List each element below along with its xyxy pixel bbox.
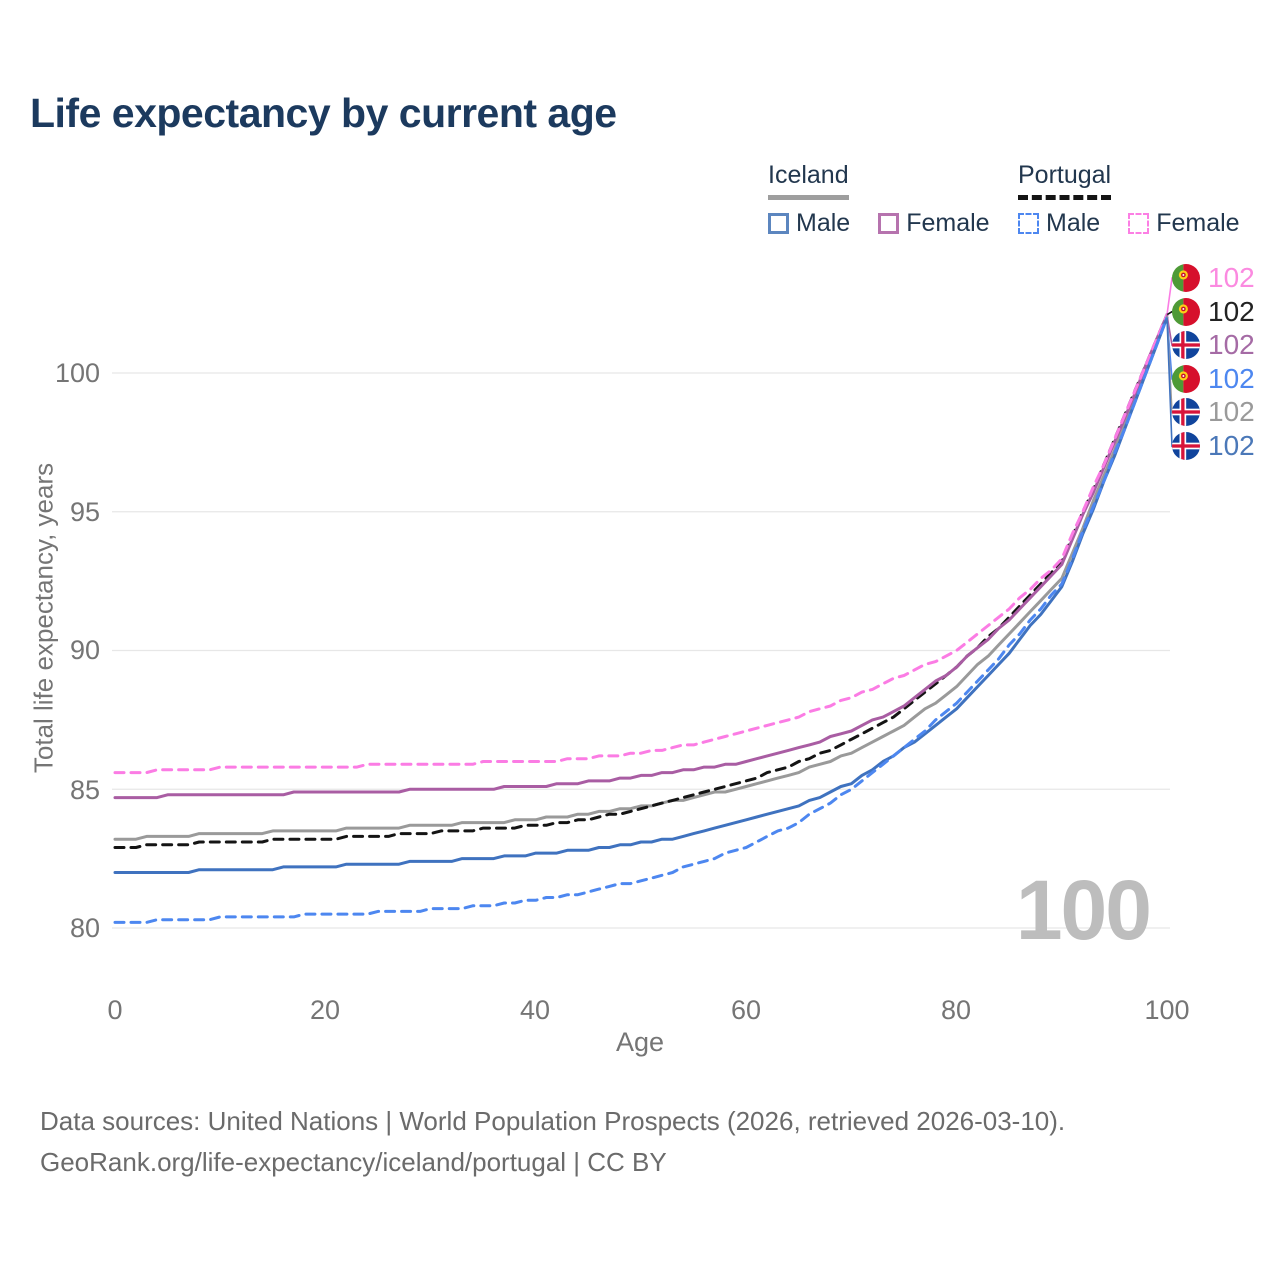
- end-label-iceland-female: 102: [1172, 328, 1255, 362]
- y-tick-95: 95: [69, 497, 100, 527]
- legend-portugal-male[interactable]: Male: [1018, 209, 1100, 238]
- series-line-portugal-male: [113, 316, 1169, 924]
- end-label-iceland-total: 102: [1172, 395, 1255, 429]
- x-tick-80: 80: [940, 995, 972, 1025]
- legend-label: Female: [906, 209, 990, 237]
- x-tick-0: 0: [107, 995, 123, 1025]
- end-value: 102: [1208, 363, 1255, 394]
- x-tick-100: 100: [1144, 995, 1190, 1025]
- y-tick-85: 85: [69, 775, 100, 805]
- y-tick-80: 80: [69, 913, 100, 943]
- end-label-portugal-female: 102: [1172, 261, 1255, 295]
- end-value: 102: [1208, 396, 1255, 427]
- end-value: 102: [1208, 262, 1255, 293]
- portugal-male-swatch-icon: [1018, 213, 1039, 234]
- series-line-iceland-male: [113, 316, 1169, 874]
- end-label-portugal-male: 102: [1172, 362, 1255, 396]
- legend-label: Female: [1156, 209, 1240, 237]
- x-tick-60: 60: [730, 995, 762, 1025]
- series-line-portugal-female: [113, 313, 1169, 775]
- legend-iceland-female[interactable]: Female: [878, 209, 990, 238]
- iceland-flag-icon: [1172, 432, 1200, 460]
- iceland-male-swatch-icon: [768, 213, 789, 234]
- legend-portugal-label[interactable]: Portugal: [1018, 161, 1112, 200]
- x-tick-40: 40: [519, 995, 551, 1025]
- series-line-iceland-female: [113, 313, 1169, 800]
- source-url-text[interactable]: GeoRank.org/life-expectancy/iceland/port…: [40, 1147, 667, 1177]
- end-value: 102: [1208, 296, 1255, 327]
- page-title: Life expectancy by current age: [30, 90, 617, 136]
- legend-label: Male: [796, 209, 851, 237]
- series-line-portugal-total: [113, 313, 1169, 849]
- x-axis-title: Age: [615, 1027, 665, 1057]
- legend-group-iceland: Iceland Male Female: [768, 161, 990, 238]
- portugal-flag-icon: [1172, 264, 1200, 292]
- legend-label: Male: [1046, 209, 1101, 237]
- legend-iceland-male[interactable]: Male: [768, 209, 850, 238]
- series-line-iceland-total: [113, 313, 1169, 841]
- portugal-flag-icon: [1172, 298, 1200, 326]
- iceland-flag-icon: [1172, 331, 1200, 359]
- legend-group-portugal: Portugal Male Female: [1018, 161, 1240, 238]
- end-value: 102: [1208, 430, 1255, 461]
- end-label-portugal-total: 102: [1172, 295, 1255, 329]
- end-value: 102: [1208, 329, 1255, 360]
- y-axis-title: Total life expectancy, years: [28, 462, 59, 774]
- end-label-iceland-male: 102: [1172, 429, 1255, 463]
- y-tick-90: 90: [69, 635, 100, 665]
- iceland-flag-icon: [1172, 398, 1200, 426]
- data-sources-text: Data sources: United Nations | World Pop…: [40, 1106, 1066, 1136]
- portugal-female-swatch-icon: [1128, 213, 1150, 234]
- y-tick-100: 100: [54, 358, 100, 388]
- x-tick-20: 20: [309, 995, 341, 1025]
- legend-portugal-female[interactable]: Female: [1128, 209, 1240, 238]
- portugal-flag-icon: [1172, 365, 1200, 393]
- iceland-female-swatch-icon: [878, 213, 900, 234]
- legend-iceland-label[interactable]: Iceland: [768, 161, 849, 200]
- age-watermark: 100: [1015, 863, 1152, 957]
